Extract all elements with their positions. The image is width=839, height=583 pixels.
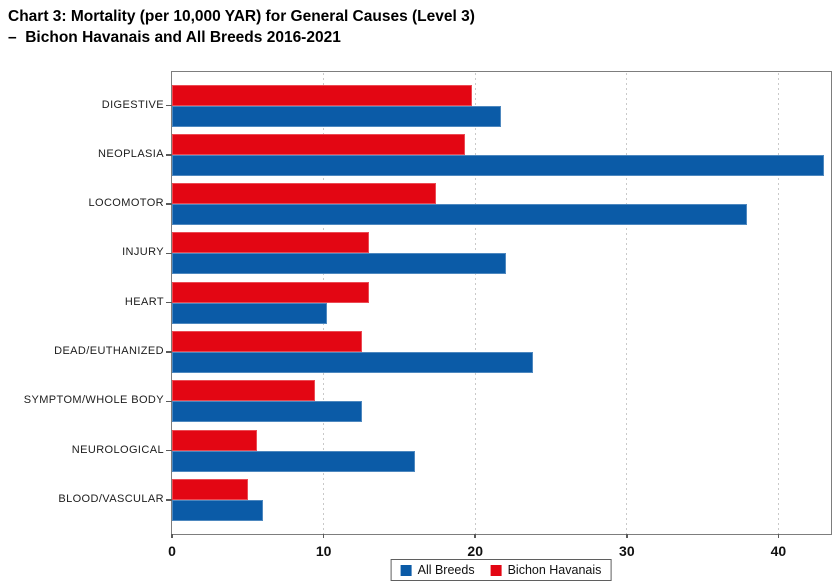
bar-bichon-havanais-digestive: [172, 84, 473, 106]
legend-label-bichon-havanais: Bichon Havanais: [507, 563, 602, 577]
bar-bichon-havanais-locomotor: [172, 183, 436, 205]
bar-all-breeds-dead-euthanized: [172, 352, 533, 373]
y-tick-mark: [165, 301, 172, 304]
category-label: HEART: [124, 295, 164, 308]
legend: All Breeds Bichon Havanais: [390, 559, 612, 581]
y-tick-mark: [165, 351, 172, 353]
bar-bichon-havanais-dead-euthanized: [172, 331, 362, 352]
gridline-20: [474, 72, 476, 534]
bar-bichon-havanais-injury: [172, 232, 370, 254]
gridline-30: [626, 72, 628, 534]
bar-all-breeds-neoplasia: [172, 154, 824, 176]
category-label: BLOOD/VASCULAR: [58, 492, 164, 505]
bar-all-breeds-digestive: [172, 105, 501, 127]
x-tick-mark: [322, 533, 325, 538]
category-label: INJURY: [122, 246, 164, 259]
bar-bichon-havanais-symptom-whole-body: [172, 380, 315, 402]
bar-all-breeds-heart: [172, 302, 327, 324]
bar-bichon-havanais-neoplasia: [172, 133, 465, 155]
bar-bichon-havanais-neurological: [172, 429, 257, 451]
legend-swatch-bichon-havanais-icon: [490, 564, 502, 576]
bar-all-breeds-locomotor: [172, 204, 747, 226]
y-tick-mark: [165, 203, 172, 205]
bar-all-breeds-symptom-whole-body: [172, 401, 362, 423]
y-tick-mark: [165, 252, 172, 255]
legend-entry-bichon-havanais: Bichon Havanais: [490, 563, 602, 577]
bar-all-breeds-blood-vascular: [172, 499, 263, 521]
y-tick-mark: [165, 400, 172, 403]
chart-title: Chart 3: Mortality (per 10,000 YAR) for …: [8, 6, 475, 48]
bar-all-breeds-neurological: [172, 450, 415, 472]
x-tick-mark: [777, 533, 780, 538]
bar-bichon-havanais-heart: [172, 281, 370, 303]
bar-bichon-havanais-blood-vascular: [172, 478, 248, 500]
x-tick-mark: [474, 533, 476, 538]
legend-swatch-all-breeds-icon: [400, 564, 412, 576]
chart-title-line1: Chart 3: Mortality (per 10,000 YAR) for …: [8, 8, 475, 25]
y-tick-mark: [165, 449, 172, 452]
x-tick-label: 40: [770, 542, 787, 559]
category-label: LOCOMOTOR: [88, 197, 164, 210]
legend-label-all-breeds: All Breeds: [417, 563, 475, 577]
category-label: NEOPLASIA: [98, 147, 164, 160]
x-tick-mark: [171, 533, 173, 538]
y-tick-mark: [165, 154, 172, 156]
x-tick-label: 0: [168, 542, 176, 559]
x-tick-label: 10: [315, 542, 332, 559]
y-tick-mark: [165, 499, 172, 501]
y-tick-mark: [165, 104, 172, 107]
chart-title-line2: – Bichon Havanais and All Breeds 2016-20…: [8, 29, 341, 46]
x-tick-label: 30: [619, 542, 635, 559]
category-label: DEAD/EUTHANIZED: [54, 345, 164, 357]
category-label: NEUROLOGICAL: [71, 443, 164, 456]
x-tick-label: 20: [467, 542, 484, 559]
x-tick-mark: [626, 533, 628, 538]
bar-all-breeds-injury: [172, 253, 506, 275]
gridline-40: [777, 72, 779, 534]
category-label: SYMPTOM/WHOLE BODY: [23, 394, 164, 407]
category-label: DIGESTIVE: [101, 98, 164, 111]
legend-entry-all-breeds: All Breeds: [400, 563, 475, 577]
